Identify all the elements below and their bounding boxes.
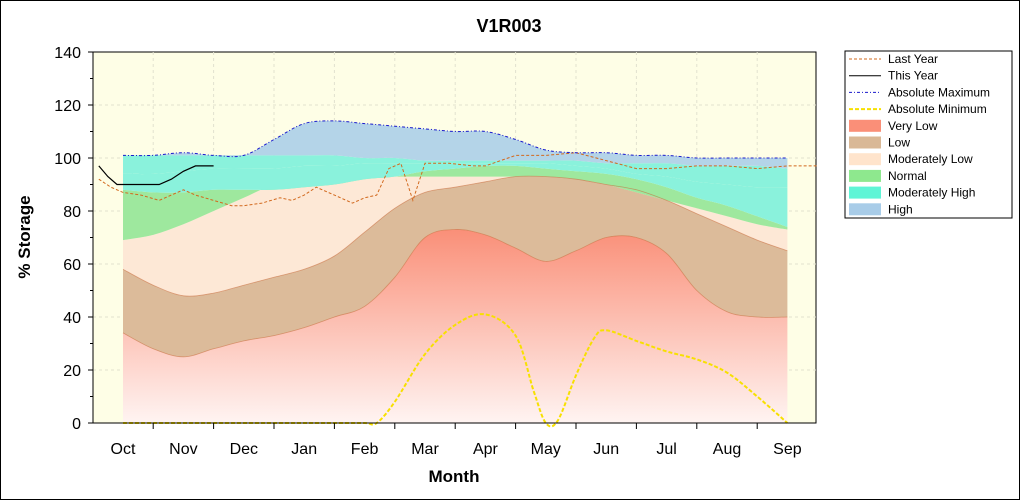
y-tick-label-0: 0 (72, 416, 81, 433)
legend-swatch-moderately-high (849, 186, 881, 199)
legend-label-this-year: This Year (888, 69, 938, 83)
series-absolute-maximum (122, 120, 788, 159)
x-tick-label-dec: Dec (230, 441, 258, 458)
legend-label-last-year: Last Year (888, 52, 938, 66)
legend-label-moderately-high: Moderately High (888, 186, 975, 200)
band-low (123, 176, 788, 357)
y-tick-label-120: 120 (54, 98, 81, 115)
legend-label-high: High (888, 202, 913, 216)
band-moderately-high (123, 163, 788, 227)
x-tick-label-jan: Jan (291, 441, 317, 458)
x-axis-title: Month (429, 467, 480, 486)
x-tick-label-jun: Jun (593, 441, 619, 458)
legend-swatch-normal (849, 169, 881, 182)
y-tick-label-140: 140 (54, 45, 81, 62)
legend-swatch-low (849, 136, 881, 149)
band-very-low (123, 229, 788, 423)
legend-label-absolute-maximum: Absolute Maximum (888, 85, 990, 99)
x-tick-label-may: May (531, 441, 561, 458)
series-this-year (98, 165, 214, 186)
legend-label-normal: Normal (888, 169, 927, 183)
series-last-year (98, 152, 818, 207)
axes: 0 20 40 60 80 100 120 140 Oct Nov Dec Jan Feb Mar Apr M… (54, 45, 816, 458)
y-tick-label-100: 100 (54, 151, 81, 168)
percentile-bands (122, 120, 788, 423)
band-moderately-low (123, 176, 788, 297)
band-high (123, 120, 788, 169)
band-moderately-high-upper (123, 155, 788, 188)
x-tick-label-oct: Oct (111, 441, 136, 458)
boundary-low (122, 175, 788, 297)
y-axis-title: % Storage (15, 195, 34, 278)
legend-label-low: Low (888, 136, 910, 150)
y-tick-label-20: 20 (63, 363, 81, 380)
x-tick-label-sep: Sep (773, 441, 802, 458)
legend-label-moderately-low: Moderately Low (888, 152, 973, 166)
legend-label-very-low: Very Low (888, 119, 938, 133)
x-tick-label-nov: Nov (169, 441, 197, 458)
x-tick-label-mar: Mar (411, 441, 439, 458)
legend-swatch-very-low (849, 119, 881, 132)
x-tick-label-feb: Feb (351, 441, 379, 458)
legend-swatch-high (849, 203, 881, 216)
chart-title: V1R003 (476, 16, 541, 36)
legend-swatch-moderately-low (849, 153, 881, 166)
legend: Last Year This Year Absolute Maximum Absolu… (844, 50, 1013, 219)
y-tick-label-80: 80 (63, 204, 81, 221)
y-tick-label-60: 60 (63, 257, 81, 274)
x-tick-label-jul: Jul (656, 441, 676, 458)
boundary-very-low (122, 229, 788, 358)
legend-label-absolute-minimum: Absolute Minimum (888, 102, 987, 116)
x-tick-label-apr: Apr (473, 441, 499, 458)
x-tick-label-aug: Aug (713, 441, 741, 458)
y-tick-label-40: 40 (63, 310, 81, 327)
